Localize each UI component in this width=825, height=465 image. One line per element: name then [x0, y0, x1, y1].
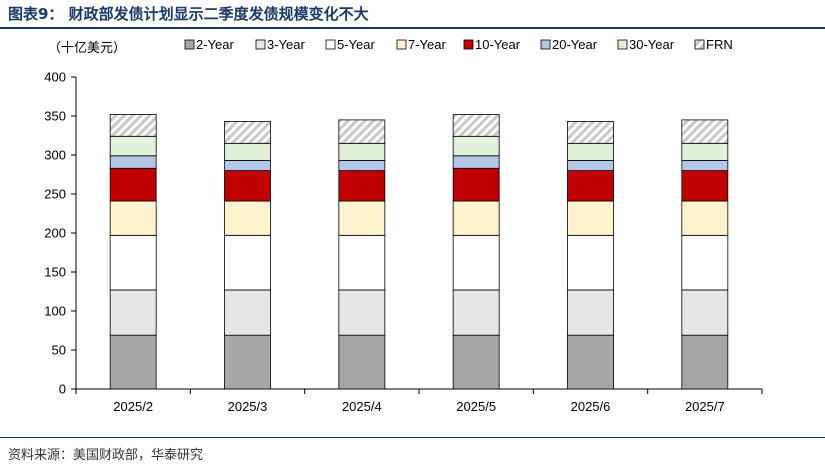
legend-swatch	[255, 39, 266, 50]
bar-segment	[567, 234, 614, 291]
bar-segment	[681, 334, 729, 390]
bar-segment	[224, 170, 271, 202]
bar-segment	[338, 200, 386, 236]
bar-segment	[681, 160, 729, 172]
legend-label: FRN	[706, 37, 733, 52]
y-tick-label: 400	[44, 70, 66, 85]
unit-label: （十亿美元）	[48, 41, 126, 56]
bar-segment	[338, 234, 386, 291]
bar-segment	[567, 170, 614, 202]
bar-segment	[224, 121, 271, 144]
legend-label: 2-Year	[196, 37, 234, 52]
bar-segment	[452, 289, 500, 336]
bar-segment	[338, 142, 386, 161]
bar-segment	[224, 200, 271, 236]
bar-segment	[452, 114, 500, 137]
bar-segment	[109, 114, 157, 137]
bar-segment	[338, 170, 386, 202]
legend-swatch	[396, 39, 407, 50]
bar-segment	[224, 160, 271, 172]
legend-label: 30-Year	[629, 37, 675, 52]
legend-swatch	[184, 39, 195, 50]
bar-segment	[452, 234, 500, 291]
bar-segment	[681, 289, 729, 336]
bar-segment	[338, 289, 386, 336]
bar-segment	[452, 334, 500, 390]
x-tick-label: 2025/2	[113, 399, 153, 414]
legend-label: 7-Year	[408, 37, 446, 52]
y-tick-label: 250	[44, 187, 66, 202]
y-tick-label: 300	[44, 148, 66, 163]
bar-segment	[338, 334, 386, 390]
bar-segment	[681, 234, 729, 291]
y-tick-label: 150	[44, 265, 66, 280]
bar-segment	[109, 155, 157, 169]
bar-segment	[681, 119, 729, 144]
legend-label: 3-Year	[267, 37, 305, 52]
bar-segment	[452, 167, 500, 202]
bar-segment	[338, 160, 386, 172]
bar-segment	[452, 135, 500, 157]
title-rule	[0, 27, 825, 29]
y-tick-label: 100	[44, 304, 66, 319]
x-tick-label: 2025/6	[571, 399, 611, 414]
x-tick-label: 2025/3	[228, 399, 268, 414]
y-tick-label: 0	[59, 382, 66, 397]
bar-segment	[224, 289, 271, 336]
legend-swatch	[540, 39, 551, 50]
bar-segment	[109, 200, 157, 236]
plot-area: 0 50 100 150 200 250 300 350 400 2025/2 2025/3 2025…	[44, 70, 763, 414]
bar-segment	[567, 334, 614, 390]
bar-segment	[224, 334, 271, 390]
legend-label: 10-Year	[475, 37, 521, 52]
bar-segment	[224, 142, 271, 161]
legend-swatch	[694, 39, 705, 50]
bar-segment	[567, 121, 614, 144]
bar-segment	[224, 234, 271, 291]
y-tick-label: 350	[44, 109, 66, 124]
stacked-bar-chart: （十亿美元） 2-Year 3-Year 5-Year 7-Year 10-Year 20…	[44, 37, 763, 414]
bar-segment	[109, 334, 157, 390]
x-tick-label: 2025/5	[456, 399, 496, 414]
y-tick-label: 200	[44, 226, 66, 241]
bar-segment	[338, 119, 386, 144]
legend-swatch	[617, 39, 628, 50]
bar-segment	[109, 167, 157, 202]
bar-segment	[452, 200, 500, 236]
legend-swatch	[463, 39, 474, 50]
bar-segment	[567, 289, 614, 336]
bar-segment	[681, 142, 729, 161]
legend: 2-Year 3-Year 5-Year 7-Year 10-Year 20-Year 30…	[184, 37, 733, 52]
source-rule	[0, 437, 825, 438]
legend-label: 20-Year	[552, 37, 598, 52]
bar-segment	[567, 200, 614, 236]
bar-segment	[109, 234, 157, 291]
bar-segment	[567, 142, 614, 161]
legend-swatch	[325, 39, 336, 50]
x-tick-label: 2025/7	[685, 399, 725, 414]
figure-title: 图表9： 财政部发债计划显示二季度发债规模变化不大	[8, 5, 369, 23]
bar-segment	[452, 155, 500, 169]
source-note: 资料来源：美国财政部，华泰研究	[8, 448, 204, 463]
bar-segment	[681, 170, 729, 202]
x-tick-label: 2025/4	[342, 399, 382, 414]
bar-segment	[681, 200, 729, 236]
legend-label: 5-Year	[337, 37, 375, 52]
bar-segment	[109, 135, 157, 157]
y-tick-label: 50	[52, 343, 66, 358]
bar-segment	[567, 160, 614, 172]
bar-segment	[109, 289, 157, 336]
